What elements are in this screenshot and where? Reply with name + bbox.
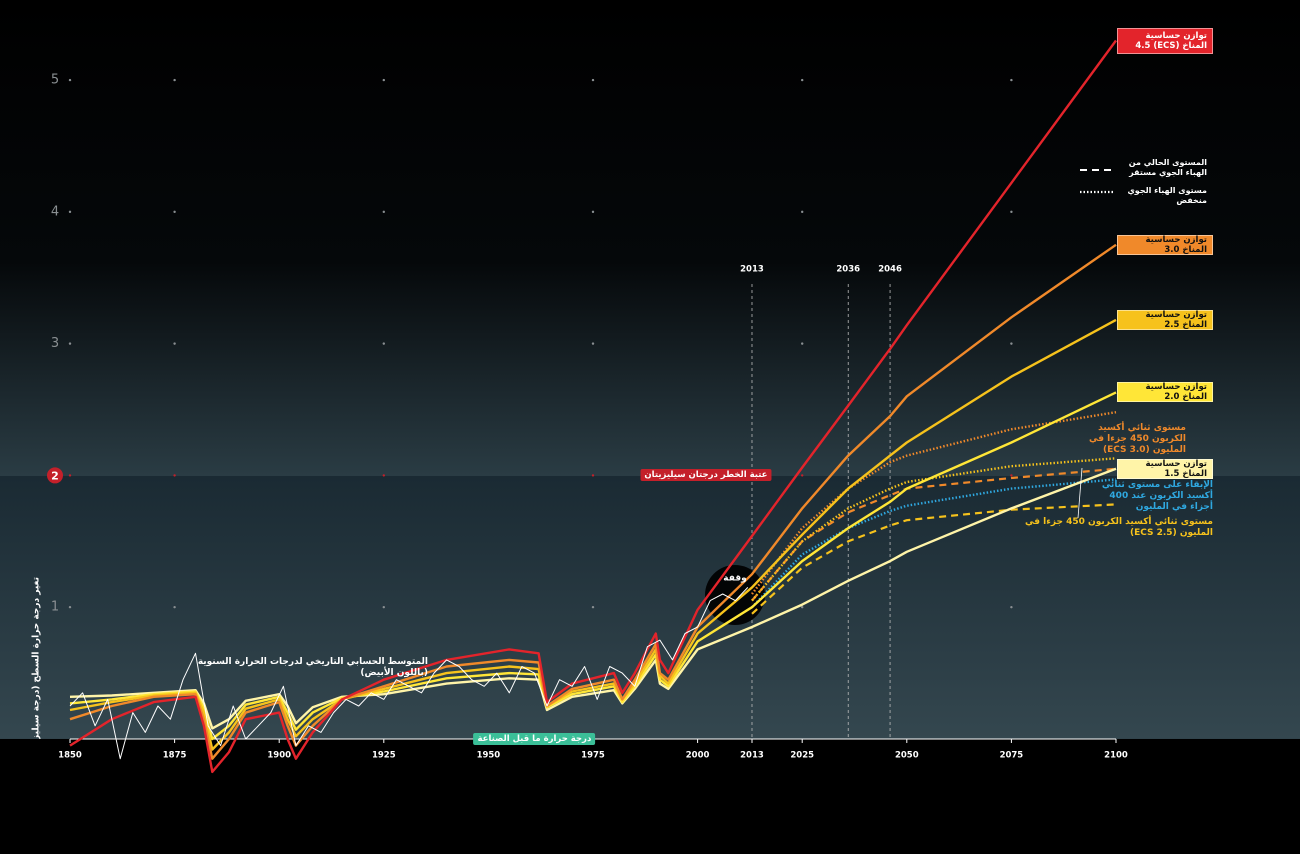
background-upper [0, 0, 1300, 476]
grid-dot [801, 342, 804, 345]
y-tick-label: 5 [51, 73, 59, 88]
series-label-box: توازن حساسية المناخ (ECS) 4.5 [1117, 27, 1213, 54]
grid-dot [173, 474, 176, 477]
grid-dot [1010, 605, 1013, 609]
grid-dot [1010, 342, 1013, 345]
grid-dot [382, 474, 385, 477]
x-tick-label: 2025 [790, 750, 814, 760]
x-tick-label: 1925 [372, 750, 396, 760]
series-label: مستوى ثنائي أكسيد الكربون 450 جزءا في ال… [1025, 517, 1213, 538]
observed-line [69, 587, 749, 760]
series-label-box: توازن حساسية المناخ 1.5 [1117, 458, 1213, 479]
series-layer [69, 39, 1117, 774]
grid-dot [801, 605, 804, 609]
y-tick-label: 1 [51, 600, 59, 615]
hiatus-label: وقفة [723, 574, 746, 584]
grid-dot [68, 342, 72, 345]
reference-label: 2046 [878, 265, 902, 275]
x-tick-label: 1975 [581, 750, 605, 760]
x-tick-label: 2013 [740, 750, 764, 760]
x-tick-label: 2075 [1000, 750, 1024, 760]
grid-dot [68, 210, 72, 214]
x-tick-label: 1950 [477, 750, 501, 760]
scenario-line [69, 39, 1117, 774]
background-lower [0, 476, 1300, 739]
series-label-box: توازن حساسية المناخ 2.0 [1117, 382, 1213, 403]
series-label-box: توازن حساسية المناخ 2.5 [1117, 309, 1213, 330]
grid-dot [591, 78, 595, 82]
scenario-line [751, 457, 1117, 602]
scenario-line [751, 478, 1117, 609]
series-label: الإبقاء على مستوى ثنائي أكسيد الكربون عن… [1101, 480, 1213, 512]
x-tick-label: 1875 [163, 750, 187, 760]
grid-dot [173, 78, 176, 82]
background-footer [0, 738, 1300, 854]
grid-dot [801, 210, 804, 214]
scenario-line [69, 467, 1117, 730]
series-label-box: توازن حساسية المناخ 3.0 [1117, 234, 1213, 255]
grid-dot [382, 342, 385, 345]
grid-dot [801, 474, 804, 477]
x-tick-label: 2100 [1104, 750, 1128, 760]
series-label: المتوسط الحسابي التاريخي لدرجات الحرارة … [197, 657, 428, 678]
reference-label: 2013 [740, 265, 764, 275]
x-tick-label: 2000 [686, 750, 710, 760]
x-tick-label: 1850 [58, 750, 82, 760]
grid-dot [382, 78, 385, 82]
y-tick-label: 3 [51, 336, 59, 351]
grid-dot [173, 210, 176, 214]
grid-dot [1010, 210, 1013, 214]
grid-dot [591, 474, 595, 477]
grid-dot [591, 210, 595, 214]
grid-dot [382, 605, 385, 609]
grid-dot [591, 605, 595, 609]
grid-dot [173, 605, 176, 609]
grid-dot [591, 342, 595, 345]
legend-label: مستوى الهباء الجوي منخفض [1127, 186, 1207, 205]
series-label: مستوى ثنائي أكسيد الكربون 450 جزءا في ال… [1089, 423, 1186, 455]
scenario-line [69, 318, 1117, 751]
leader-line [1077, 467, 1083, 519]
y-tick-label: 2 [51, 469, 59, 482]
threshold-label: عتبة الخطر درجتان سيليزيتان [640, 469, 772, 482]
scenario-line [751, 503, 1117, 615]
scenario-line [751, 411, 1117, 595]
grid-dot [1010, 474, 1013, 477]
grid-dot [68, 78, 72, 82]
legend-label: المستوى الحالي من الهباء الجوي مستقر [1128, 158, 1207, 177]
grid-dot [1010, 78, 1013, 82]
grid-dot [68, 474, 72, 477]
x-tick-label: 2050 [895, 750, 919, 760]
y-axis-title: تغير درجة حرارة السطح (درجة سيليزية) [32, 577, 42, 753]
grid-dot [801, 78, 804, 82]
y-tick-highlight [47, 467, 63, 484]
grid-dot [382, 210, 385, 214]
reference-label: 2036 [836, 265, 860, 275]
grid-dot [68, 605, 72, 609]
grid-dot [173, 342, 176, 345]
scenario-line [69, 243, 1117, 760]
x-tick-label: 1900 [267, 750, 291, 760]
y-tick-label: 4 [51, 204, 59, 219]
baseline-label: درجة حرارة ما قبل الصناعة [473, 732, 596, 745]
